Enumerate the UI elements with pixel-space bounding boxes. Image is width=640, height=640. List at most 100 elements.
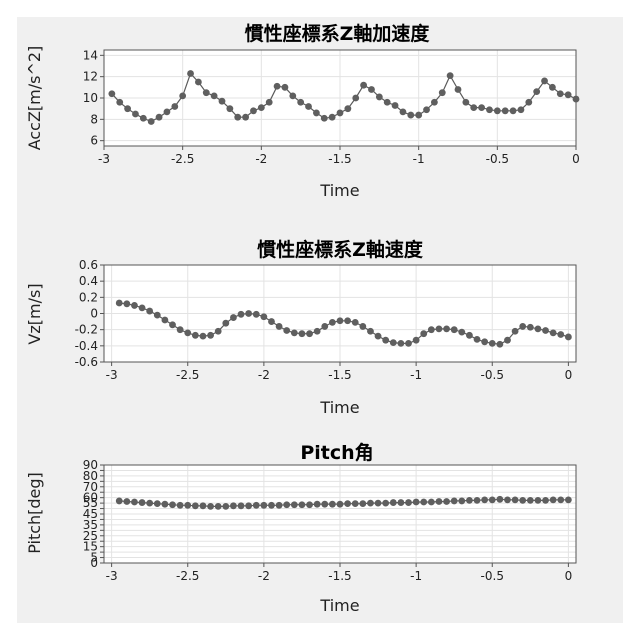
data-point	[375, 333, 382, 340]
data-point	[215, 503, 222, 510]
data-point	[258, 104, 265, 111]
chart-2-xlabel: Time	[319, 398, 359, 417]
x-tick-label: -1.5	[328, 152, 351, 166]
data-point	[542, 497, 549, 504]
data-point	[132, 111, 139, 118]
chart-1-plot: -3-2.5-2-1.5-1-0.5068101214	[83, 48, 580, 166]
data-point	[496, 496, 503, 503]
data-point	[140, 115, 147, 122]
data-point	[222, 503, 229, 510]
data-point	[314, 501, 321, 508]
data-point	[291, 330, 298, 337]
y-tick-label: 14	[83, 48, 98, 62]
data-point	[139, 499, 146, 506]
data-point	[266, 99, 273, 106]
data-point	[436, 325, 443, 332]
data-point	[549, 84, 556, 91]
data-point	[124, 105, 131, 112]
x-tick-label: -3	[106, 569, 118, 583]
data-point	[250, 107, 257, 114]
data-point	[368, 86, 375, 93]
data-point	[222, 320, 229, 327]
x-tick-label: -0.5	[486, 152, 509, 166]
data-point	[382, 337, 389, 344]
data-point	[489, 340, 496, 347]
data-point	[443, 498, 450, 505]
data-point	[268, 318, 275, 325]
data-point	[557, 331, 564, 338]
data-point	[321, 323, 328, 330]
data-point	[447, 72, 454, 79]
chart-3-title: Pitch角	[300, 441, 373, 464]
data-point	[565, 496, 572, 503]
data-point	[502, 107, 509, 114]
data-point	[276, 502, 283, 509]
data-point	[510, 107, 517, 114]
data-point	[398, 340, 405, 347]
data-point	[238, 502, 245, 509]
data-point	[192, 332, 199, 339]
data-point	[268, 502, 275, 509]
chart-3-xlabel: Time	[319, 596, 359, 615]
data-point	[512, 328, 519, 335]
data-point	[253, 502, 260, 509]
data-point	[299, 330, 306, 337]
y-tick-label: -0.2	[75, 323, 98, 337]
data-point	[535, 497, 542, 504]
data-point	[253, 311, 260, 318]
data-point	[184, 330, 191, 337]
data-point	[177, 326, 184, 333]
data-point	[156, 114, 163, 121]
data-point	[518, 106, 525, 113]
data-point	[439, 89, 446, 96]
y-tick-label: 8	[90, 112, 98, 126]
data-point	[496, 341, 503, 348]
data-point	[474, 336, 481, 343]
y-tick-label: 0.4	[79, 274, 98, 288]
x-tick-label: 0	[572, 152, 580, 166]
data-point	[550, 496, 557, 503]
x-tick-label: -2	[255, 152, 267, 166]
data-point	[384, 99, 391, 106]
x-tick-label: -0.5	[481, 569, 504, 583]
data-point	[283, 501, 290, 508]
data-point	[131, 499, 138, 506]
data-point	[474, 497, 481, 504]
data-point	[192, 502, 199, 509]
data-point	[146, 500, 153, 507]
data-point	[207, 332, 214, 339]
data-point	[481, 338, 488, 345]
data-point	[169, 501, 176, 508]
x-tick-label: -1	[410, 368, 422, 382]
x-tick-label: -1.5	[328, 368, 351, 382]
data-point	[375, 500, 382, 507]
data-point	[123, 300, 130, 307]
data-point	[184, 502, 191, 509]
data-point	[329, 501, 336, 508]
data-point	[550, 330, 557, 337]
data-point	[458, 498, 465, 505]
data-point	[466, 497, 473, 504]
chart-2-plot: -3-2.5-2-1.5-1-0.50-0.6-0.4-0.200.20.40.…	[75, 258, 576, 382]
y-tick-label: 0.2	[79, 290, 98, 304]
chart-1-ylabel: AccZ[m/s^2]	[25, 46, 44, 151]
data-point	[299, 501, 306, 508]
data-point	[541, 78, 548, 85]
data-point	[207, 503, 214, 510]
data-point	[360, 82, 367, 89]
data-point	[108, 90, 115, 97]
data-point	[282, 84, 289, 91]
x-tick-label: -2.5	[171, 152, 194, 166]
data-point	[470, 104, 477, 111]
data-point	[352, 95, 359, 102]
data-point	[405, 340, 412, 347]
data-point	[305, 103, 312, 110]
data-point	[428, 499, 435, 506]
data-point	[359, 500, 366, 507]
data-point	[306, 501, 313, 508]
data-point	[504, 496, 511, 503]
data-point	[376, 94, 383, 101]
y-tick-label: 12	[83, 70, 98, 84]
data-point	[238, 311, 245, 318]
y-tick-label: 10	[83, 91, 98, 105]
